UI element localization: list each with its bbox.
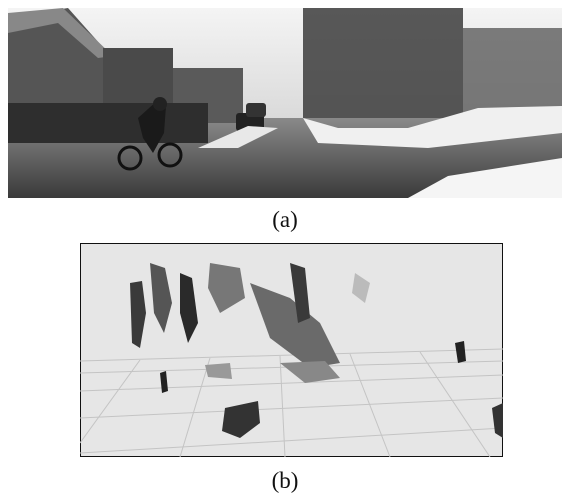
point-blob (205, 363, 232, 379)
point-cloud (80, 243, 503, 457)
street-photo (8, 8, 562, 198)
figure-page: {"figure": {"panels": [{"caption": "(a)"… (0, 0, 570, 497)
caption: (a) (0, 207, 570, 233)
trees (303, 8, 463, 118)
cyclist-head (153, 97, 167, 111)
trees (463, 28, 562, 113)
car (246, 103, 266, 117)
fence (8, 103, 208, 143)
caption: (b) (0, 468, 570, 494)
